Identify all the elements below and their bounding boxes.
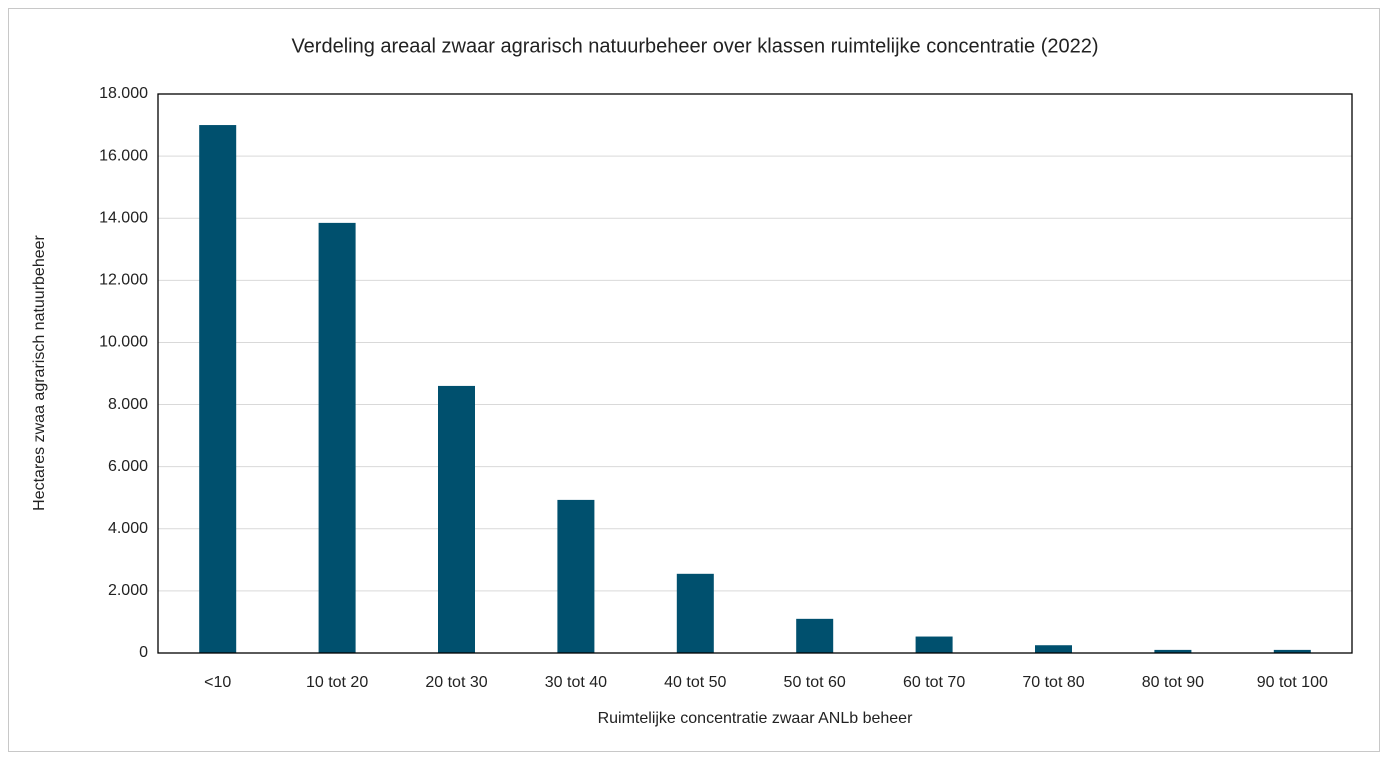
bar: [796, 618, 834, 653]
x-tick-label: <10: [204, 674, 231, 691]
x-tick-label: 30 tot 40: [545, 674, 607, 691]
y-tick-label: 12.000: [99, 272, 148, 289]
chart-title: Verdeling areaal zwaar agrarisch natuurb…: [291, 35, 1098, 57]
x-tick-label: 40 tot 50: [664, 674, 726, 691]
bar: [915, 636, 953, 653]
x-tick-label: 20 tot 30: [425, 674, 487, 691]
y-tick-label: 2.000: [108, 582, 148, 599]
x-tick-label: 90 tot 100: [1257, 674, 1328, 691]
y-tick-label: 0: [139, 644, 148, 661]
y-tick-label: 6.000: [108, 458, 148, 475]
bar: [557, 499, 595, 653]
bar: [1273, 649, 1311, 653]
x-tick-label: 60 tot 70: [903, 674, 965, 691]
x-tick-label: 50 tot 60: [784, 674, 846, 691]
y-tick-label: 8.000: [108, 396, 148, 413]
y-tick-label: 18.000: [99, 85, 148, 102]
bar: [1154, 649, 1192, 653]
bar: [199, 125, 237, 654]
bar: [318, 222, 356, 653]
y-axis-label: Hectares zwaa agrarisch natuurbeheer: [31, 234, 48, 510]
x-tick-label: 80 tot 90: [1142, 674, 1204, 691]
x-tick-label: 70 tot 80: [1022, 674, 1084, 691]
bar: [1035, 645, 1072, 653]
y-tick-label: 16.000: [99, 147, 148, 164]
bar: [676, 573, 714, 653]
y-tick-label: 4.000: [108, 520, 148, 537]
bar: [438, 385, 475, 653]
y-tick-label: 10.000: [99, 334, 148, 351]
y-tick-label: 14.000: [99, 209, 148, 226]
x-tick-label: 10 tot 20: [306, 674, 368, 691]
plot-frame: [157, 93, 1353, 654]
x-axis-label: Ruimtelijke concentratie zwaar ANLb behe…: [598, 710, 914, 727]
